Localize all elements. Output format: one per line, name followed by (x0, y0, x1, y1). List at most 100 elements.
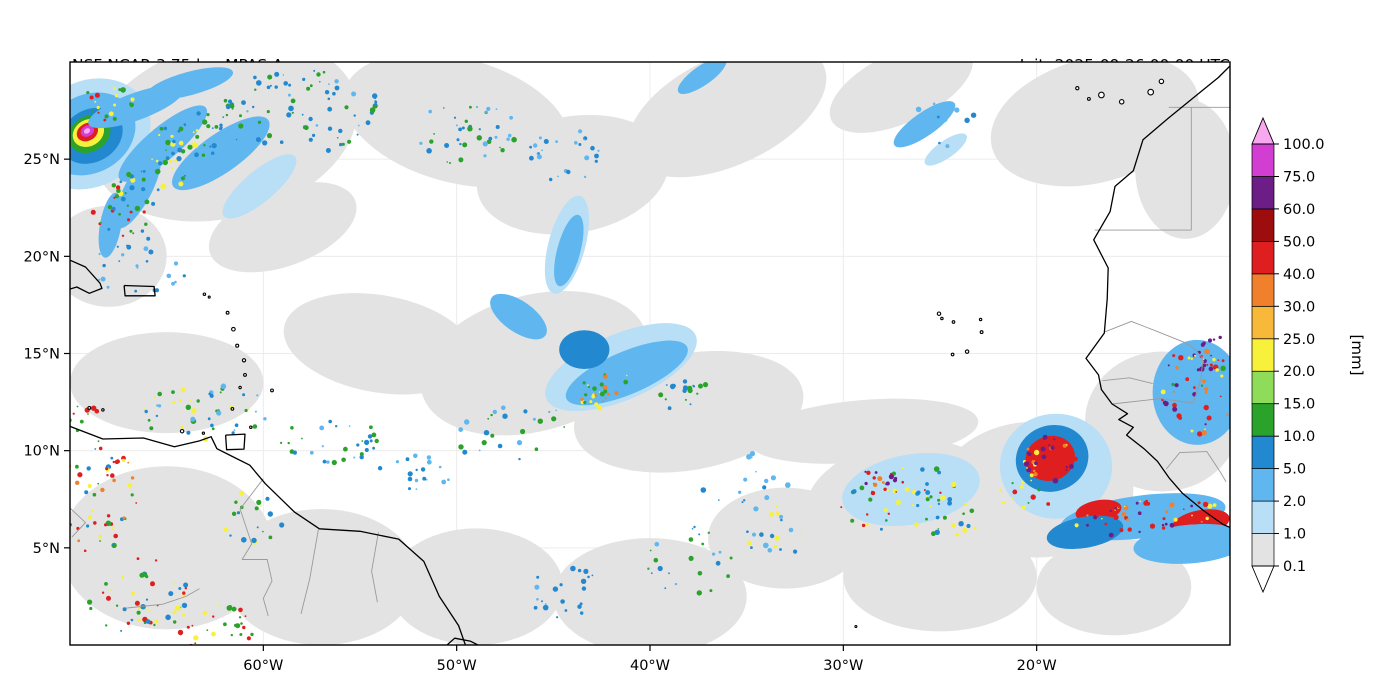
precip-cell (91, 509, 94, 513)
precip-cell (1190, 429, 1194, 433)
precip-cell (729, 556, 733, 560)
precip-cell (202, 610, 207, 616)
precip-cell (506, 137, 510, 141)
precip-cell (114, 94, 119, 98)
precip-cell-cluster (840, 466, 957, 531)
precip-cell (1172, 354, 1176, 358)
precip-cell (336, 137, 339, 139)
precip-cell (665, 384, 668, 386)
precip-cell (1127, 527, 1132, 532)
precip-cell (1145, 499, 1148, 503)
y-axis-label: 10°N (23, 444, 60, 460)
precip-cell (255, 137, 261, 143)
precip-cell (79, 419, 84, 424)
precip-cell (583, 175, 587, 179)
precip-cell (105, 467, 109, 471)
precip-cell (864, 481, 868, 486)
precip-cell (132, 232, 135, 235)
precip-cell (964, 117, 970, 123)
precip-cell (348, 425, 351, 427)
precip-cell (111, 183, 116, 188)
precip-cell (951, 481, 957, 488)
precip-cell (191, 142, 197, 147)
precip-cell (534, 447, 539, 452)
precip-cell (331, 459, 337, 466)
precip-cell (887, 512, 890, 515)
precip-cell (211, 127, 214, 129)
precip-cell (1171, 382, 1175, 387)
precip-cell (144, 409, 148, 414)
precip-cell (172, 400, 176, 404)
precip-cell (592, 386, 597, 391)
precip-cell (374, 97, 376, 100)
precip-cell (173, 620, 177, 624)
precip-cell (486, 139, 492, 145)
precip-cell (210, 423, 214, 428)
precip-cell (577, 604, 582, 609)
coastline (123, 284, 156, 297)
precip-cell (120, 196, 126, 202)
precip-cell (216, 410, 222, 416)
precip-cell (1048, 459, 1053, 463)
precip-blob (389, 528, 563, 645)
precip-cell (165, 149, 167, 151)
precip-cell (422, 476, 427, 481)
precip-cell (126, 621, 131, 625)
precip-cell (518, 457, 521, 461)
precip-cell (872, 476, 876, 480)
precip-cell (915, 491, 920, 496)
precip-cell (877, 476, 883, 482)
precip-cell (549, 177, 553, 182)
precip-cell (414, 478, 419, 483)
precip-cell (130, 591, 135, 596)
precip-cell (929, 505, 932, 508)
precip-cell (374, 438, 379, 444)
precip-cell (497, 443, 503, 449)
colorbar-segment (1251, 176, 1275, 210)
precip-cell (118, 212, 121, 216)
precip-cell (759, 532, 764, 537)
precip-cell (106, 474, 109, 477)
precip-cell (563, 426, 566, 428)
precip-cell-cluster (111, 123, 206, 207)
precip-cell (581, 586, 587, 591)
precip-cell (101, 591, 105, 594)
precip-cell (591, 394, 596, 399)
precip-cell (150, 581, 155, 587)
precip-cell (604, 397, 607, 399)
precip-cell (937, 528, 940, 530)
precip-cell (1212, 503, 1217, 507)
island (978, 317, 983, 322)
precip-cell (121, 576, 124, 579)
precip-cell (667, 406, 672, 411)
precip-cell (584, 155, 590, 161)
precip-cell (753, 506, 759, 512)
precip-cell (174, 159, 178, 163)
precip-cell (142, 170, 146, 173)
precip-cell (324, 90, 330, 95)
precip-cell (1034, 461, 1038, 466)
precip-cell (182, 594, 185, 598)
precip-cell (91, 110, 94, 113)
precip-cell (696, 392, 699, 395)
precip-cell (1135, 501, 1139, 505)
precip-cell (87, 599, 93, 605)
precip-cell (155, 414, 159, 418)
precip-cell (279, 140, 284, 144)
precip-cell (195, 129, 199, 132)
precip-cell (933, 466, 940, 472)
precip-cell (309, 450, 314, 455)
precip-cell (207, 417, 211, 421)
precip-cell (709, 589, 713, 593)
precip-cell (103, 118, 107, 122)
precip-cell (127, 482, 133, 488)
precip-cell (1207, 503, 1213, 509)
precip-cell (322, 459, 327, 464)
precip-cell (191, 408, 197, 414)
precip-cell (1046, 470, 1049, 474)
precip-cell (405, 457, 410, 462)
precip-cell (1032, 469, 1036, 473)
precip-cell (66, 506, 70, 510)
precip-cell-cluster (647, 525, 733, 596)
island (854, 624, 858, 629)
